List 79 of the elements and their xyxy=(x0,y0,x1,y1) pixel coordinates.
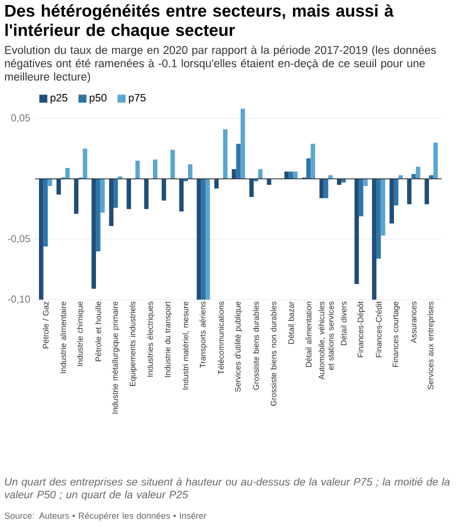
bar xyxy=(201,178,206,300)
y-tick-label: -0,05 xyxy=(8,235,30,244)
x-tick-label: Industrie métallurgique primaire xyxy=(112,302,120,414)
bar xyxy=(240,108,245,179)
bar xyxy=(407,178,412,204)
x-tick-label: Détail bazar xyxy=(288,301,294,344)
x-tick-label: Grossiste biens durables xyxy=(252,302,259,390)
bar xyxy=(236,144,241,179)
x-tick-label: Finances courtage xyxy=(392,302,400,367)
x-tick-label: Industrie chimique xyxy=(76,302,84,366)
bar xyxy=(100,178,105,213)
bar xyxy=(354,178,359,284)
bar xyxy=(424,178,430,204)
bar xyxy=(376,178,381,259)
bar xyxy=(96,178,100,252)
chart-subtitle: Evolution du taux de marge en 2020 par rapport à la période 2017-2019 (les données négatives ont été ramenées à -0.1 lorsqu'elles étaient en-deçà de ce seuil pour une meilleure lecture) xyxy=(5,46,436,83)
bar xyxy=(398,175,403,179)
x-tick-label: Détail divers xyxy=(340,302,347,346)
bar xyxy=(188,164,192,179)
bar xyxy=(429,175,434,179)
bar xyxy=(266,178,272,185)
x-tick-label: Finances-Crédit xyxy=(376,301,382,358)
bar xyxy=(358,178,364,216)
bar xyxy=(390,178,394,224)
bar xyxy=(56,178,61,195)
bar xyxy=(82,148,88,179)
bar xyxy=(310,144,316,179)
bar xyxy=(433,142,438,179)
x-tick-label: Services aux entreprises xyxy=(427,302,435,390)
bar xyxy=(179,178,184,212)
legend-label: p75 xyxy=(128,94,146,104)
y-tick-label: 0,05 xyxy=(11,114,30,123)
bar xyxy=(43,178,48,246)
bar xyxy=(336,178,342,185)
bar xyxy=(372,178,376,300)
bar xyxy=(92,178,96,289)
legend-label: p25 xyxy=(50,94,68,104)
x-tick-label: Grossiste biens non durables xyxy=(270,302,276,406)
x-tick-label: Industrie du transport xyxy=(164,301,172,378)
bar xyxy=(206,178,210,300)
x-tick-label: Pétrole / Gaz xyxy=(42,302,49,348)
bar xyxy=(74,178,78,214)
bar xyxy=(319,178,324,198)
bar xyxy=(416,166,420,179)
bar xyxy=(328,175,333,179)
bar xyxy=(258,169,263,179)
bar xyxy=(380,178,386,236)
legend-label: p50 xyxy=(90,94,107,104)
bar xyxy=(196,178,202,300)
bar xyxy=(411,174,416,179)
x-tick-label: Finances-Dépôt xyxy=(357,301,365,358)
bar xyxy=(284,172,289,179)
x-tick-label: Détail alimentation xyxy=(306,302,312,367)
bar xyxy=(144,178,149,210)
bar xyxy=(394,178,398,206)
bar xyxy=(113,178,118,208)
x-tick-label: Services d'utilité publique xyxy=(234,302,242,392)
bar xyxy=(135,160,140,179)
x-tick-label: Industri matériel, mesure xyxy=(182,302,190,390)
bar xyxy=(38,178,44,300)
bar xyxy=(170,150,175,179)
y-tick-label: -0,10 xyxy=(8,296,30,304)
bar xyxy=(152,160,158,179)
x-tick-label: Pétrole et houille xyxy=(95,302,102,362)
bar xyxy=(293,172,298,179)
bar xyxy=(109,178,114,226)
bar xyxy=(126,178,132,210)
x-tick-label: Automobile, véhicules et stations services xyxy=(318,302,334,380)
x-tick-label: Industries électriques xyxy=(146,302,155,377)
x-tick-label: Industrie alimentaire xyxy=(60,302,66,374)
x-tick-label: Transports aériens xyxy=(200,302,208,368)
source-note: Source: Auteurs • Récupérer les données • Insérer xyxy=(4,512,206,521)
bar xyxy=(223,129,228,179)
bar xyxy=(162,178,166,201)
text: Un quart des entreprises se situent à hauteur ou au-dessus de la valeur P75 ; la moitié de la valeur P50 ; un quart de la valeur P25 xyxy=(4,478,450,500)
x-tick-label: Assurances xyxy=(410,302,416,344)
chart-title: Des hétérogénéités entre secteurs, mais aussi à l'intérieur de chaque secteur xyxy=(5,4,394,40)
x-tick-label: Télécommunications xyxy=(218,302,224,374)
x-tick-label: Equipements industriels xyxy=(129,302,137,386)
